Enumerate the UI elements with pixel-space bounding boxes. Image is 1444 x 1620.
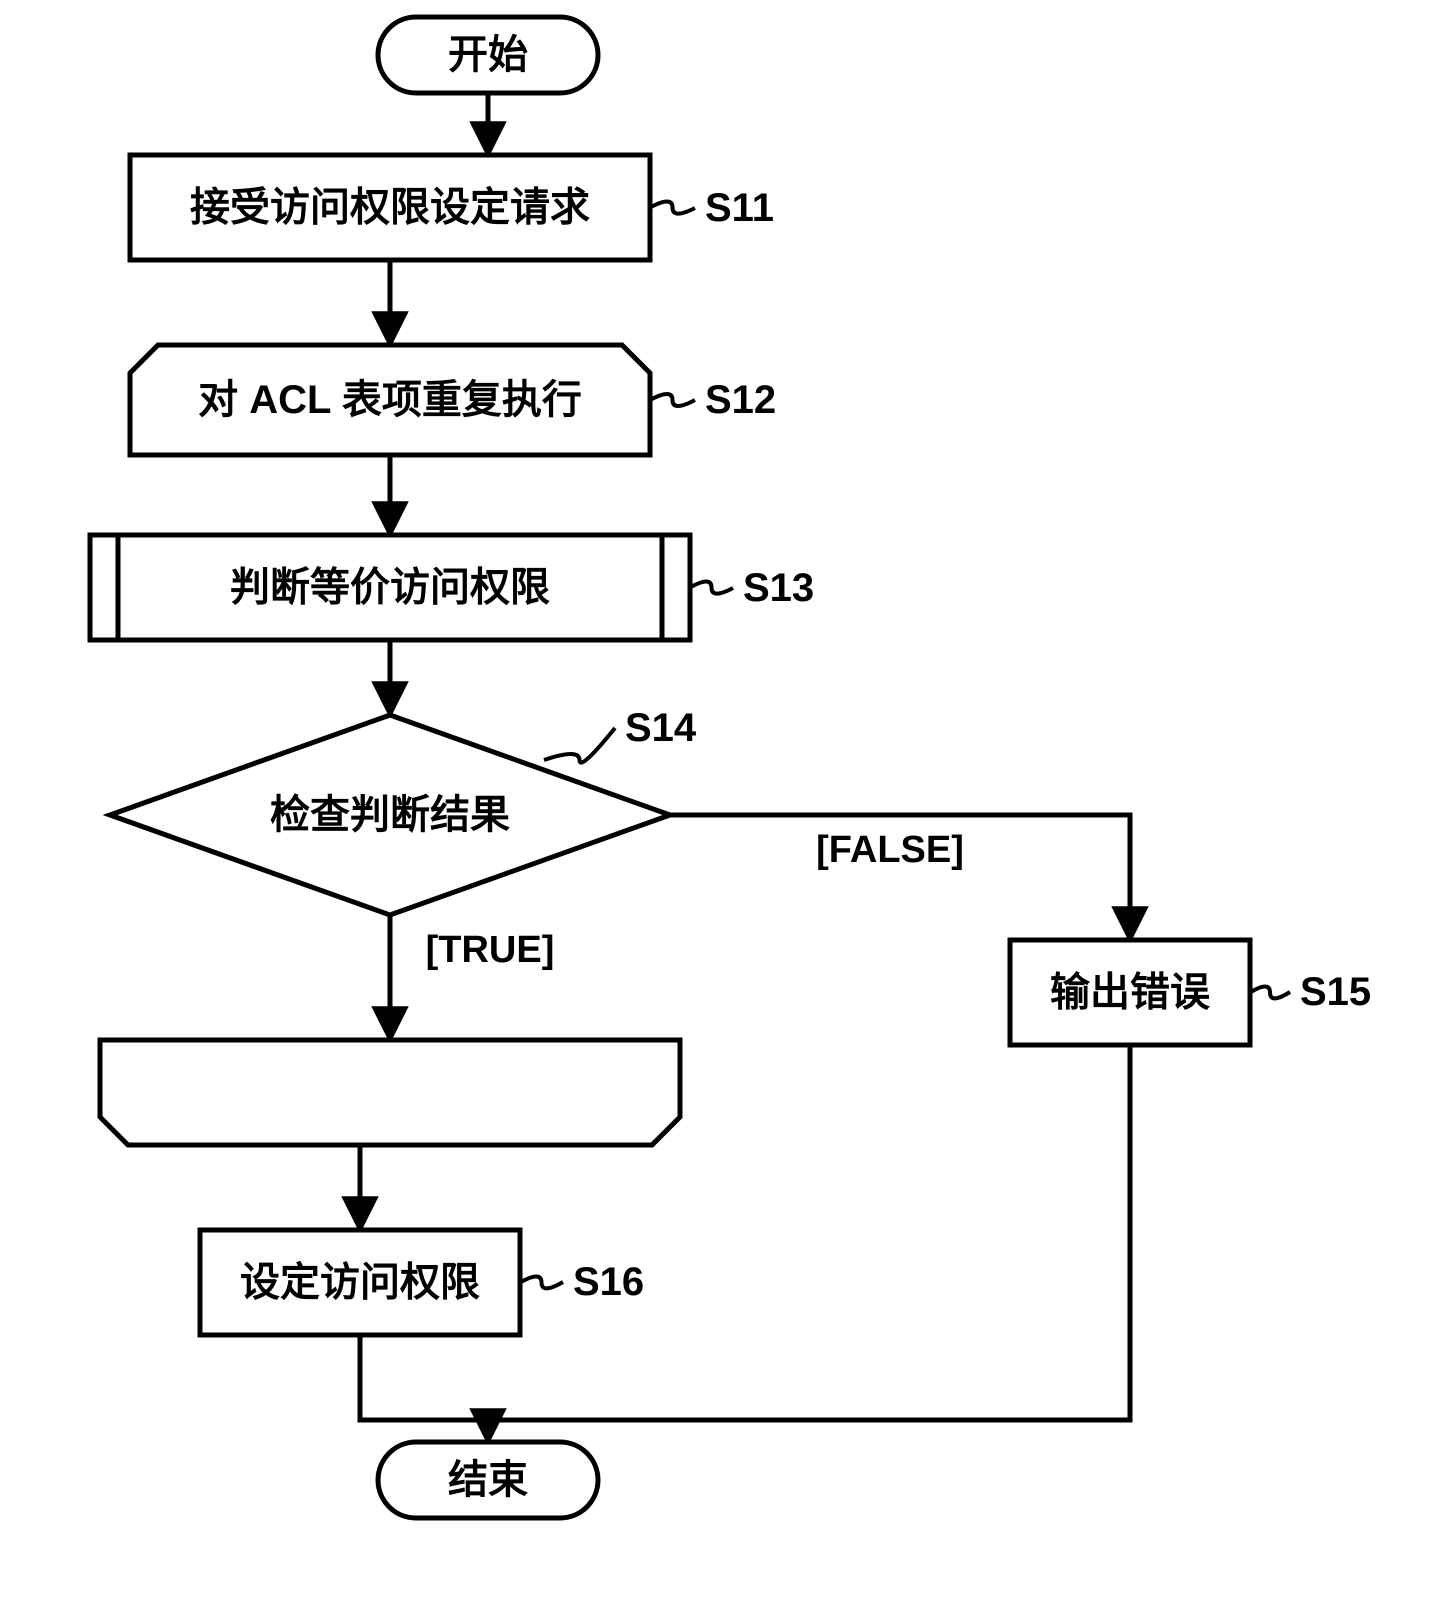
step-label-s16: S16 xyxy=(573,1260,644,1304)
step-label-s13: S13 xyxy=(743,566,814,610)
edge-label: [FALSE] xyxy=(816,829,964,871)
edge-label: [TRUE] xyxy=(426,929,555,971)
s14-label: 检查判断结果 xyxy=(270,793,510,837)
step-connector xyxy=(520,1277,563,1289)
edge xyxy=(360,1335,488,1442)
step-connector xyxy=(690,582,733,594)
start-label: 开始 xyxy=(448,33,528,77)
end-label: 结束 xyxy=(448,1458,528,1502)
s13-label: 判断等价访问权限 xyxy=(230,566,550,610)
step-label-s15: S15 xyxy=(1300,970,1371,1014)
step-connector xyxy=(1250,987,1290,999)
step-connector xyxy=(650,202,695,214)
s11-label: 接受访问权限设定请求 xyxy=(190,186,590,230)
step-connector xyxy=(544,728,615,763)
step-label-s14: S14 xyxy=(625,706,697,750)
flowchart: 开始接受访问权限设定请求对 ACL 表项重复执行判断等价访问权限检查判断结果输出… xyxy=(0,0,1444,1620)
step-label-s11: S11 xyxy=(705,186,774,230)
step-connector xyxy=(650,394,695,406)
node-loopend xyxy=(100,1040,680,1145)
s16-label: 设定访问权限 xyxy=(240,1261,480,1305)
s12-label: 对 ACL 表项重复执行 xyxy=(198,378,582,422)
s15-label: 输出错误 xyxy=(1050,971,1210,1015)
step-label-s12: S12 xyxy=(705,378,776,422)
